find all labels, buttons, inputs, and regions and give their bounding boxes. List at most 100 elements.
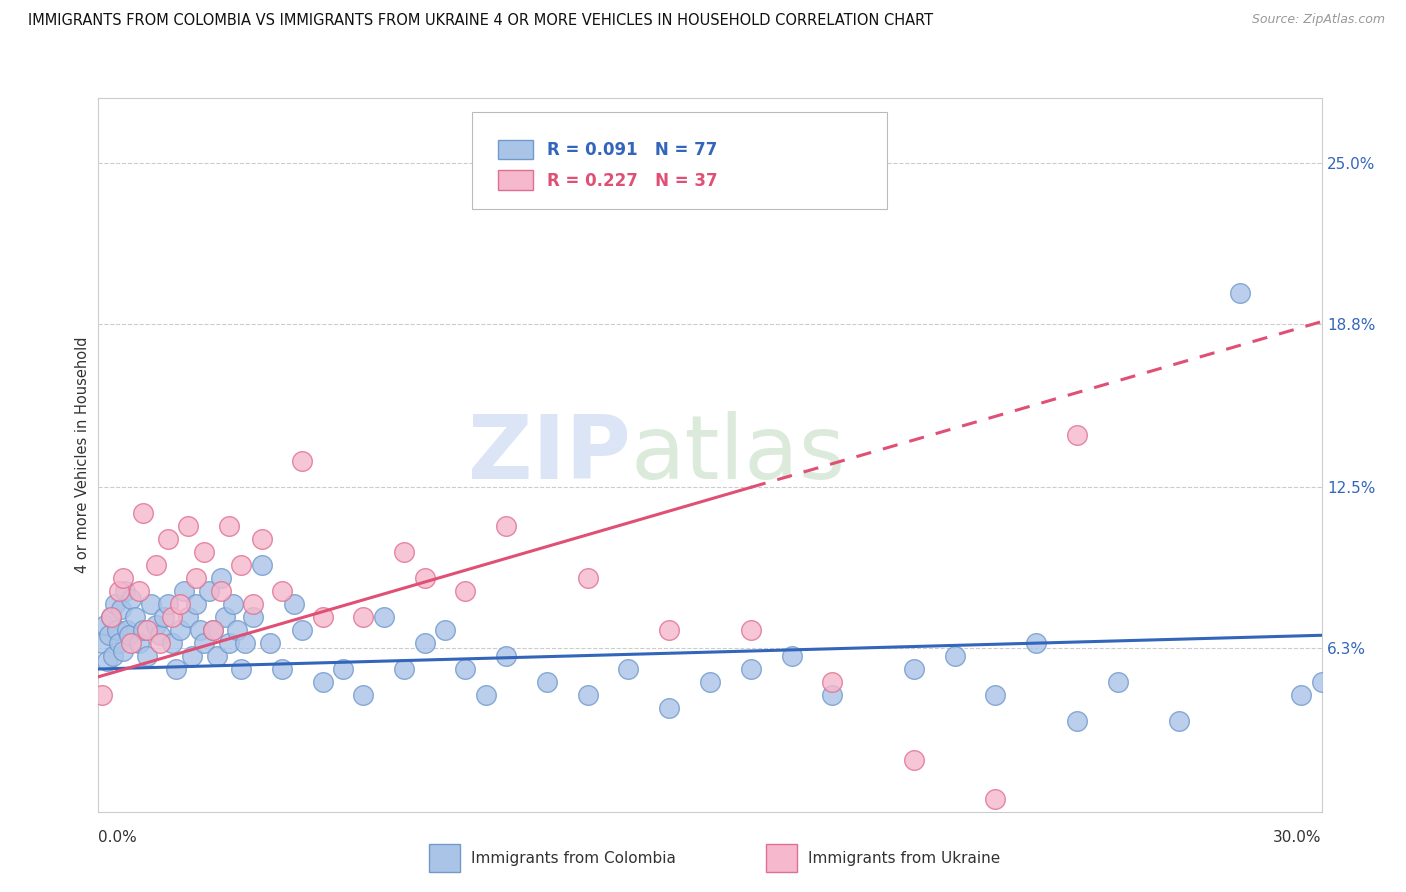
Point [165, 662, 187, 676]
Point [283, 597, 305, 611]
Point [91, 636, 114, 650]
Point [132, 623, 155, 637]
Point [474, 688, 498, 702]
Point [740, 623, 762, 637]
Point [108, 636, 131, 650]
Point [91, 688, 114, 702]
Point [984, 791, 1007, 805]
Point [193, 545, 215, 559]
Point [214, 610, 236, 624]
Point [242, 610, 264, 624]
Point [169, 623, 191, 637]
Point [1025, 636, 1047, 650]
Point [291, 454, 314, 468]
Point [145, 618, 167, 632]
Point [186, 597, 208, 611]
Point [193, 636, 215, 650]
Point [413, 636, 436, 650]
Point [250, 558, 273, 573]
Point [1107, 675, 1129, 690]
Point [413, 571, 436, 585]
Text: Immigrants from Colombia: Immigrants from Colombia [471, 851, 676, 865]
Point [136, 623, 159, 637]
Point [218, 519, 240, 533]
Text: IMMIGRANTS FROM COLOMBIA VS IMMIGRANTS FROM UKRAINE 4 OR MORE VEHICLES IN HOUSEH: IMMIGRANTS FROM COLOMBIA VS IMMIGRANTS F… [28, 13, 934, 29]
Point [576, 571, 599, 585]
Point [132, 506, 155, 520]
Point [152, 610, 174, 624]
Text: R = 0.091   N = 77: R = 0.091 N = 77 [547, 141, 717, 159]
Text: 0.0%: 0.0% [98, 830, 138, 845]
Point [250, 533, 273, 547]
Point [120, 636, 142, 650]
Point [173, 584, 195, 599]
Point [312, 675, 335, 690]
Point [454, 662, 477, 676]
Point [332, 662, 354, 676]
Point [617, 662, 640, 676]
Point [201, 623, 224, 637]
Point [495, 519, 517, 533]
Point [352, 688, 374, 702]
Point [108, 584, 131, 599]
Point [160, 636, 183, 650]
Point [114, 584, 136, 599]
Point [780, 648, 803, 663]
Point [186, 571, 208, 585]
Point [392, 662, 416, 676]
Point [226, 623, 249, 637]
Point [658, 623, 681, 637]
Point [943, 648, 966, 663]
Point [141, 597, 163, 611]
Point [242, 597, 264, 611]
Text: Immigrants from Ukraine: Immigrants from Ukraine [808, 851, 1001, 865]
Point [149, 628, 172, 642]
Point [188, 623, 212, 637]
Point [100, 610, 122, 624]
Point [156, 533, 179, 547]
Point [233, 636, 256, 650]
Point [118, 628, 141, 642]
Text: ZIP: ZIP [468, 411, 630, 499]
Point [352, 610, 374, 624]
Y-axis label: 4 or more Vehicles in Household: 4 or more Vehicles in Household [75, 336, 90, 574]
Point [536, 675, 558, 690]
Point [270, 584, 294, 599]
Point [291, 623, 314, 637]
Point [104, 597, 127, 611]
Point [111, 644, 134, 658]
Point [576, 688, 599, 702]
Point [100, 610, 122, 624]
Point [105, 623, 128, 637]
Point [169, 597, 191, 611]
Point [128, 636, 150, 650]
Point [495, 648, 517, 663]
FancyBboxPatch shape [498, 139, 533, 160]
Point [903, 662, 925, 676]
Point [231, 662, 253, 676]
Point [120, 591, 142, 606]
Point [373, 610, 395, 624]
Text: R = 0.227   N = 37: R = 0.227 N = 37 [547, 171, 718, 190]
Point [821, 675, 844, 690]
Point [259, 636, 281, 650]
Point [124, 610, 146, 624]
Point [1167, 714, 1189, 728]
Point [205, 648, 228, 663]
Point [821, 688, 844, 702]
Point [97, 628, 120, 642]
Point [209, 571, 232, 585]
Point [177, 519, 200, 533]
Point [145, 558, 167, 573]
Point [231, 558, 253, 573]
Point [903, 753, 925, 767]
Point [1229, 285, 1251, 300]
Point [197, 584, 219, 599]
Point [270, 662, 294, 676]
Point [1310, 675, 1333, 690]
Text: 30.0%: 30.0% [1274, 830, 1322, 845]
Point [1291, 688, 1313, 702]
Point [658, 701, 681, 715]
Point [209, 584, 232, 599]
Point [1066, 714, 1088, 728]
